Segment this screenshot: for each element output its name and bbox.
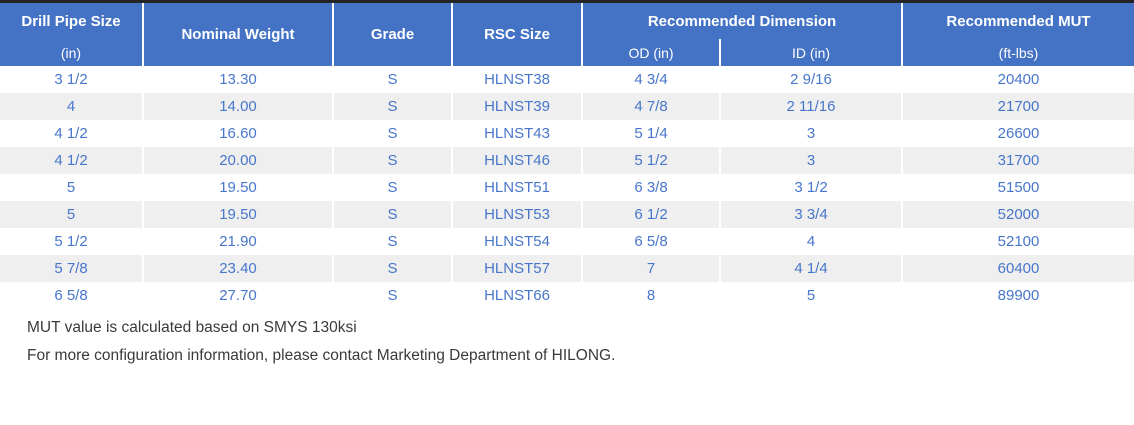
- cell-grade: S: [332, 255, 452, 282]
- cell-rsc-size: HLNST38: [451, 66, 582, 93]
- cell-rsc-size: HLNST53: [451, 201, 582, 228]
- cell-mut: 52100: [901, 228, 1134, 255]
- cell-drill-pipe-size: 4 1/2: [0, 147, 143, 174]
- cell-nominal-weight: 21.90: [142, 228, 333, 255]
- top-border-bar: [0, 0, 1134, 3]
- cell-rsc-size: HLNST43: [451, 120, 582, 147]
- note-mut-basis: MUT value is calculated based on SMYS 13…: [27, 319, 357, 336]
- cell-mut: 52000: [901, 201, 1134, 228]
- cell-rsc-size: HLNST57: [451, 255, 582, 282]
- header-row-sub: (in) OD (in) ID (in) (ft-lbs): [0, 39, 1134, 66]
- cell-nominal-weight: 13.30: [142, 66, 333, 93]
- cell-grade: S: [332, 147, 452, 174]
- drill-pipe-spec-table: Drill Pipe Size Nominal Weight Grade RSC…: [0, 3, 1134, 309]
- table-row: 5 19.50 S HLNST53 6 1/2 3 3/4 52000: [0, 201, 1134, 228]
- cell-nominal-weight: 20.00: [142, 147, 333, 174]
- cell-od: 6 3/8: [581, 174, 720, 201]
- cell-od: 5 1/2: [581, 147, 720, 174]
- cell-od: 8: [581, 282, 720, 309]
- cell-drill-pipe-size: 4 1/2: [0, 120, 143, 147]
- header-grade: Grade: [332, 3, 452, 66]
- cell-grade: S: [332, 120, 452, 147]
- cell-mut: 26600: [901, 120, 1134, 147]
- table-row: 4 1/2 16.60 S HLNST43 5 1/4 3 26600: [0, 120, 1134, 147]
- cell-nominal-weight: 16.60: [142, 120, 333, 147]
- cell-nominal-weight: 27.70: [142, 282, 333, 309]
- header-id: ID (in): [719, 39, 902, 66]
- cell-id: 3 3/4: [719, 201, 902, 228]
- cell-nominal-weight: 23.40: [142, 255, 333, 282]
- header-drill-pipe-size: Drill Pipe Size: [0, 3, 143, 39]
- header-od: OD (in): [581, 39, 720, 66]
- cell-mut: 31700: [901, 147, 1134, 174]
- cell-grade: S: [332, 228, 452, 255]
- note-contact: For more configuration information, plea…: [27, 347, 616, 364]
- cell-grade: S: [332, 93, 452, 120]
- cell-id: 3 1/2: [719, 174, 902, 201]
- cell-rsc-size: HLNST51: [451, 174, 582, 201]
- cell-od: 5 1/4: [581, 120, 720, 147]
- table-row: 3 1/2 13.30 S HLNST38 4 3/4 2 9/16 20400: [0, 66, 1134, 93]
- cell-od: 6 1/2: [581, 201, 720, 228]
- cell-id: 3: [719, 120, 902, 147]
- cell-id: 3: [719, 147, 902, 174]
- cell-drill-pipe-size: 5: [0, 201, 143, 228]
- table-row: 6 5/8 27.70 S HLNST66 8 5 89900: [0, 282, 1134, 309]
- cell-grade: S: [332, 174, 452, 201]
- cell-drill-pipe-size: 3 1/2: [0, 66, 143, 93]
- header-recommended-dimension: Recommended Dimension: [581, 3, 902, 39]
- cell-id: 2 9/16: [719, 66, 902, 93]
- cell-grade: S: [332, 66, 452, 93]
- cell-mut: 89900: [901, 282, 1134, 309]
- header-mut-unit: (ft-lbs): [901, 39, 1134, 66]
- cell-rsc-size: HLNST54: [451, 228, 582, 255]
- header-row-main: Drill Pipe Size Nominal Weight Grade RSC…: [0, 3, 1134, 66]
- header-drill-pipe-size-unit: (in): [0, 39, 143, 66]
- cell-drill-pipe-size: 4: [0, 93, 143, 120]
- cell-rsc-size: HLNST66: [451, 282, 582, 309]
- table-row: 5 1/2 21.90 S HLNST54 6 5/8 4 52100: [0, 228, 1134, 255]
- footnotes: MUT value is calculated based on SMYS 13…: [27, 318, 1134, 366]
- table-row: 4 1/2 20.00 S HLNST46 5 1/2 3 31700: [0, 147, 1134, 174]
- cell-mut: 21700: [901, 93, 1134, 120]
- table-row: 5 19.50 S HLNST51 6 3/8 3 1/2 51500: [0, 174, 1134, 201]
- cell-drill-pipe-size: 5 1/2: [0, 228, 143, 255]
- cell-id: 2 11/16: [719, 93, 902, 120]
- cell-od: 4 3/4: [581, 66, 720, 93]
- cell-id: 4: [719, 228, 902, 255]
- cell-nominal-weight: 14.00: [142, 93, 333, 120]
- cell-drill-pipe-size: 5 7/8: [0, 255, 143, 282]
- cell-id: 4 1/4: [719, 255, 902, 282]
- header-recommended-mut: Recommended MUT: [901, 3, 1134, 39]
- cell-grade: S: [332, 282, 452, 309]
- table-body: 3 1/2 13.30 S HLNST38 4 3/4 2 9/16 20400 4 14.00…: [0, 66, 1134, 309]
- cell-mut: 51500: [901, 174, 1134, 201]
- header-nominal-weight: Nominal Weight: [142, 3, 333, 66]
- cell-drill-pipe-size: 5: [0, 174, 143, 201]
- cell-id: 5: [719, 282, 902, 309]
- cell-od: 6 5/8: [581, 228, 720, 255]
- cell-nominal-weight: 19.50: [142, 201, 333, 228]
- table-row: 5 7/8 23.40 S HLNST57 7 4 1/4 60400: [0, 255, 1134, 282]
- cell-od: 7: [581, 255, 720, 282]
- cell-grade: S: [332, 201, 452, 228]
- cell-rsc-size: HLNST39: [451, 93, 582, 120]
- header-rsc-size: RSC Size: [451, 3, 582, 66]
- cell-od: 4 7/8: [581, 93, 720, 120]
- cell-rsc-size: HLNST46: [451, 147, 582, 174]
- cell-mut: 20400: [901, 66, 1134, 93]
- cell-mut: 60400: [901, 255, 1134, 282]
- cell-drill-pipe-size: 6 5/8: [0, 282, 143, 309]
- table-header: Drill Pipe Size Nominal Weight Grade RSC…: [0, 3, 1134, 66]
- table-row: 4 14.00 S HLNST39 4 7/8 2 11/16 21700: [0, 93, 1134, 120]
- cell-nominal-weight: 19.50: [142, 174, 333, 201]
